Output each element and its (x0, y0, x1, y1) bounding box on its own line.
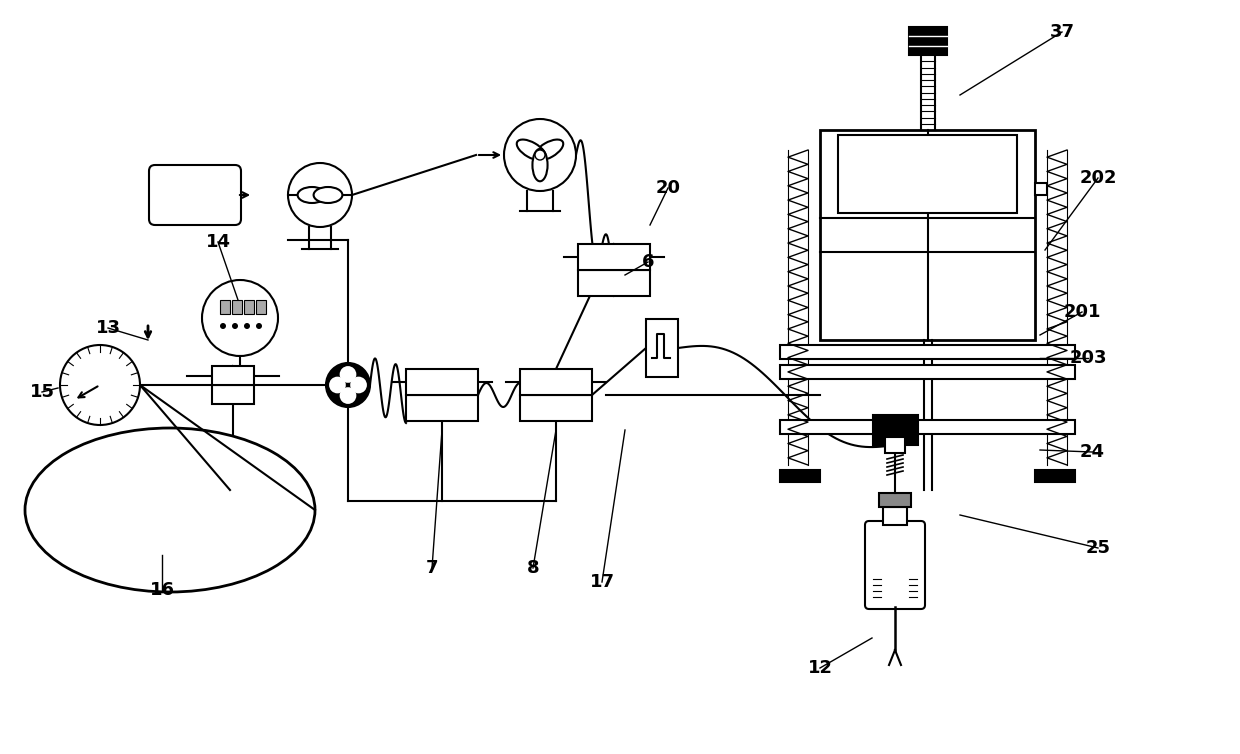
Circle shape (534, 150, 546, 160)
Circle shape (340, 388, 356, 404)
Text: 7: 7 (425, 559, 438, 577)
Text: 37: 37 (1049, 23, 1075, 41)
Ellipse shape (25, 428, 315, 592)
Bar (520, 395, 591, 421)
Circle shape (503, 119, 577, 191)
Text: 16: 16 (150, 581, 175, 599)
Bar (646, 319, 678, 377)
Bar (405, 395, 477, 421)
Bar (578, 270, 650, 296)
Bar (219, 300, 229, 314)
Bar (212, 385, 254, 404)
Circle shape (329, 377, 346, 394)
Text: 201: 201 (1063, 303, 1101, 321)
Circle shape (202, 280, 278, 356)
Bar (255, 300, 267, 314)
Bar (1035, 182, 1047, 195)
Bar (780, 365, 1075, 379)
Ellipse shape (517, 139, 546, 161)
Text: 8: 8 (527, 559, 539, 577)
Bar (520, 369, 591, 395)
Text: 17: 17 (589, 573, 615, 591)
Bar (820, 130, 1035, 340)
Bar (885, 437, 905, 453)
Circle shape (244, 323, 250, 329)
Bar (1035, 470, 1075, 482)
Bar (873, 415, 918, 445)
Circle shape (326, 363, 370, 407)
Text: 25: 25 (1085, 539, 1111, 557)
Text: 24: 24 (1080, 443, 1105, 461)
Bar (244, 300, 254, 314)
Circle shape (60, 345, 140, 425)
Bar (838, 135, 1017, 213)
Text: 20: 20 (656, 179, 681, 197)
Circle shape (340, 366, 356, 383)
Bar (883, 507, 906, 525)
Bar (212, 366, 254, 385)
Bar (578, 270, 650, 296)
Bar (520, 395, 591, 421)
Circle shape (288, 163, 352, 227)
Text: 15: 15 (30, 383, 55, 401)
Bar (578, 244, 650, 270)
Bar (212, 385, 254, 404)
Bar (879, 493, 911, 507)
Bar (909, 27, 946, 55)
Bar (578, 244, 650, 270)
Circle shape (350, 377, 367, 394)
FancyBboxPatch shape (866, 521, 925, 609)
Ellipse shape (532, 149, 548, 181)
Circle shape (255, 323, 262, 329)
Ellipse shape (534, 139, 563, 161)
Text: 12: 12 (807, 659, 832, 677)
Bar (520, 369, 591, 395)
Text: 14: 14 (206, 233, 231, 251)
Ellipse shape (314, 187, 342, 203)
Bar (232, 300, 242, 314)
Text: 6: 6 (642, 253, 655, 271)
Bar (780, 345, 1075, 359)
Text: 13: 13 (95, 319, 120, 337)
Ellipse shape (298, 187, 326, 203)
Circle shape (219, 323, 226, 329)
Bar (405, 369, 477, 395)
Bar (780, 420, 1075, 434)
Bar (405, 395, 477, 421)
FancyBboxPatch shape (149, 165, 241, 225)
Text: 202: 202 (1079, 169, 1117, 187)
Text: 203: 203 (1069, 349, 1107, 367)
Bar (405, 369, 477, 395)
Bar (780, 470, 820, 482)
Bar (212, 366, 254, 385)
Circle shape (232, 323, 238, 329)
